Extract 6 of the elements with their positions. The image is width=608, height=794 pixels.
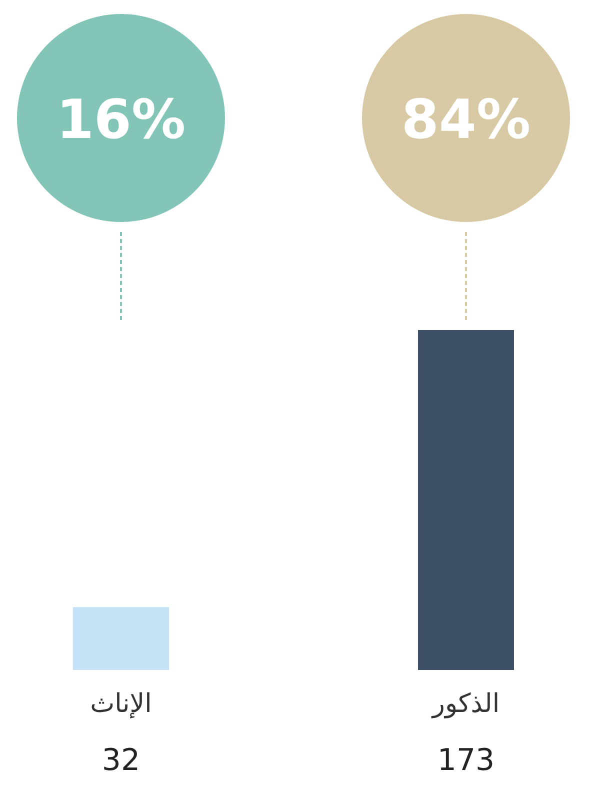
x-tick-label: الإناث <box>90 689 152 719</box>
data-label: 173 <box>437 743 495 778</box>
x-tick-label: الذكور <box>430 689 500 719</box>
text: 84% <box>401 88 531 151</box>
text: 16% <box>56 88 186 151</box>
data-label: 32 <box>102 743 140 778</box>
